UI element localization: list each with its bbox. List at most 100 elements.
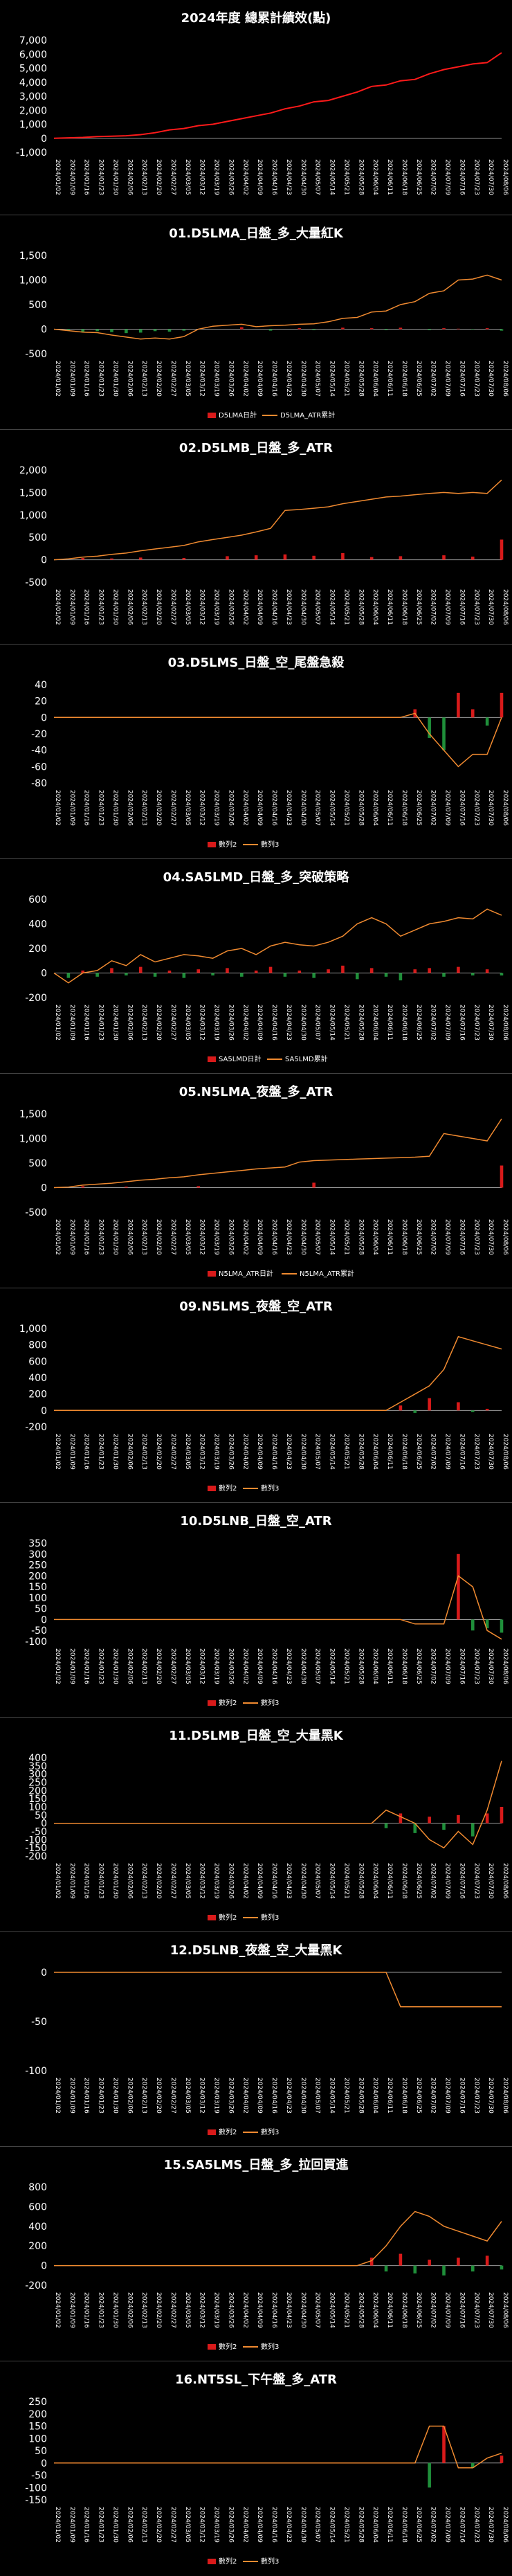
x-tick-label: 2024/04/23	[285, 2078, 292, 2114]
x-tick-label: 2024/05/21	[342, 2292, 349, 2328]
x-tick-label: 2024/05/28	[357, 1219, 364, 1255]
y-tick-label: 100	[28, 1593, 47, 1604]
y-tick-label: 50	[35, 2446, 47, 2457]
chart-svg-4: 03.D5LMS_日盤_空_尾盤急殺 -80 -60 -40 -20 0 20 40 2024/…	[31, 655, 509, 849]
bar-mark	[138, 329, 143, 333]
x-tick-label: 2024/08/06	[502, 790, 509, 826]
x-tick-label: 2024/05/14	[329, 1219, 336, 1255]
x-tick-label: 2024/01/16	[83, 790, 90, 826]
x-tick-label: 2024/05/07	[314, 1005, 321, 1041]
bar-mark	[485, 717, 489, 726]
x-tick-label: 2024/03/19	[213, 589, 220, 625]
x-tick-label: 2024/07/02	[430, 2507, 437, 2543]
bar-mark	[399, 556, 403, 560]
x-tick-label: 2024/05/14	[329, 361, 336, 397]
bar-mark	[341, 552, 345, 560]
chart-title: 11.D5LMB_日盤_空_大量黑K	[169, 1728, 343, 1743]
x-tick-label: 2024/05/14	[329, 2507, 336, 2543]
bar-mark	[413, 1410, 417, 1413]
series-line-2	[54, 2425, 502, 2469]
y-tick-label: 0	[41, 325, 47, 336]
x-tick-label: 2024/04/16	[271, 2292, 277, 2328]
bar-mark	[369, 968, 374, 973]
x-tick-label: 2024/03/12	[199, 1863, 205, 1899]
x-tick-label: 2024/01/30	[111, 589, 118, 625]
legend-label: D5LMA日計	[219, 411, 257, 420]
legend-label: 數列3	[261, 1698, 279, 1707]
x-tick-label: 2024/01/23	[98, 1219, 104, 1255]
bar-mark	[110, 558, 113, 560]
x-tick-label: 2024/01/30	[111, 1863, 118, 1899]
x-tick-label: 2024/03/26	[227, 1863, 234, 1899]
bar-mark	[413, 2265, 417, 2273]
x-tick-label: 2024/04/09	[256, 790, 263, 826]
x-tick-label: 2024/06/25	[415, 2292, 422, 2328]
y-tick-label: 400	[28, 1373, 47, 1384]
x-tick-label: 2024/01/02	[54, 2078, 61, 2114]
x-tick-label: 2024/07/09	[444, 1219, 451, 1255]
x-tick-label: 2024/07/02	[430, 790, 437, 826]
x-tick-label: 2024/02/27	[170, 2078, 176, 2114]
x-tick-label: 2024/06/04	[372, 2507, 378, 2543]
legend-label: 數列3	[261, 1484, 279, 1493]
bar-mark	[138, 557, 143, 560]
x-tick-label: 2024/07/30	[487, 159, 494, 195]
bar-mark	[110, 329, 113, 332]
x-tick-label: 2024/05/14	[329, 790, 336, 826]
bar-mark	[182, 973, 186, 978]
bar-mark	[66, 329, 71, 331]
x-tick-label: 2024/05/21	[342, 2507, 349, 2543]
chart-title: 03.D5LMS_日盤_空_尾盤急殺	[168, 655, 345, 670]
x-tick-label: 2024/04/23	[285, 1219, 292, 1255]
x-tick-label: 2024/07/16	[458, 159, 465, 195]
bar-mark	[341, 327, 345, 330]
x-tick-label: 2024/07/16	[458, 1005, 465, 1041]
chart-title: 10.D5LNB_日盤_空_ATR	[180, 1513, 331, 1529]
chart-title: 02.D5LMB_日盤_多_ATR	[179, 440, 333, 456]
chart-title: 05.N5LMA_夜盤_多_ATR	[179, 1084, 333, 1099]
legend-label: 數列2	[219, 1698, 237, 1707]
chart-svg-1: 2024年度 總累計績效(點) -1,000 0 1,000 2,000 3,000 4,0…	[16, 10, 509, 195]
y-tick-label: -200	[25, 1851, 47, 1862]
x-tick-label: 2024/01/30	[111, 2292, 118, 2328]
y-tick-label: -40	[31, 746, 47, 757]
x-tick-label: 2024/05/07	[314, 589, 321, 625]
x-tick-label: 2024/03/05	[184, 2078, 191, 2114]
x-tick-label: 2024/04/30	[300, 1648, 307, 1684]
bar-mark	[399, 1813, 403, 1823]
x-tick-label: 2024/01/16	[83, 361, 90, 397]
y-tick-label: 150	[28, 2422, 47, 2433]
chart-panel-2: 01.D5LMA_日盤_多_大量紅K -500 0 500 1,000 1,500 2024…	[0, 215, 512, 430]
x-tick-label: 2024/07/30	[487, 361, 494, 397]
chart-panel-12: 16.NT5SL_下午盤_多_ATR -150 -100 -50 0 50 100 150 20…	[0, 2361, 512, 2576]
bar-mark	[485, 1619, 489, 1629]
x-tick-label: 2024/07/16	[458, 2507, 465, 2543]
bar-mark	[110, 968, 113, 973]
bar-mark	[500, 692, 504, 718]
x-tick-label: 2024/01/16	[83, 1648, 90, 1684]
legend-label: 數列2	[219, 1484, 237, 1493]
y-tick-label: 200	[28, 1785, 47, 1796]
x-tick-label: 2024/04/23	[285, 1005, 292, 1041]
x-tick-label: 2024/02/27	[170, 361, 176, 397]
y-tick-label: 0	[41, 2458, 47, 2469]
y-tick-label: 0	[41, 969, 47, 980]
x-tick-label: 2024/08/06	[502, 159, 509, 195]
y-tick-label: 200	[28, 1389, 47, 1400]
chart-panel-1: 2024年度 總累計績效(點) -1,000 0 1,000 2,000 3,000 4,0…	[0, 0, 512, 215]
x-tick-label: 2024/01/09	[68, 1005, 75, 1041]
x-tick-label: 2024/03/12	[199, 1005, 205, 1041]
x-tick-label: 2024/04/23	[285, 2292, 292, 2328]
x-tick-label: 2024/05/14	[329, 2292, 336, 2328]
x-tick-label: 2024/04/23	[285, 1863, 292, 1899]
x-tick-label: 2024/01/02	[54, 1863, 61, 1899]
x-tick-label: 2024/01/02	[54, 790, 61, 826]
y-tick-label: 350	[28, 1538, 47, 1549]
bar-mark	[167, 329, 172, 332]
bar-mark	[283, 554, 287, 560]
x-tick-label: 2024/03/05	[184, 790, 191, 826]
x-tick-label: 2024/02/06	[126, 1219, 133, 1255]
series-line-2	[53, 908, 502, 984]
x-tick-label: 2024/07/02	[430, 1863, 437, 1899]
